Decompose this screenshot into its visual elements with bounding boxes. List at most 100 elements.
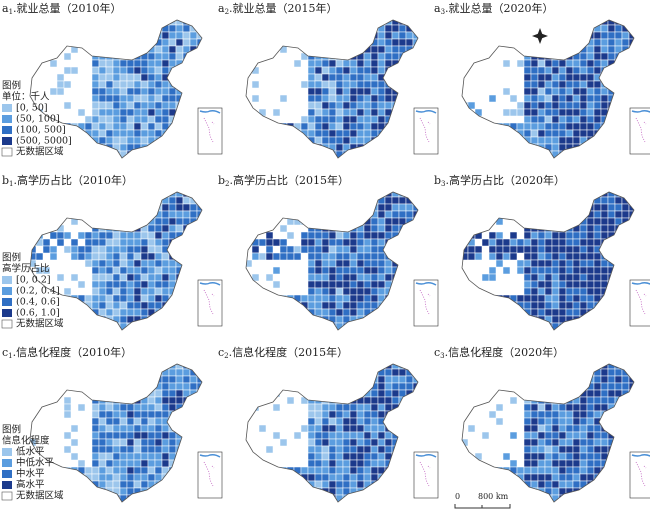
- region: [321, 252, 330, 261]
- region: [140, 259, 149, 268]
- region: [384, 45, 393, 54]
- inset-islands: [419, 117, 431, 143]
- region: [98, 466, 107, 475]
- region: [342, 445, 351, 454]
- region: [307, 438, 316, 447]
- region: [377, 459, 386, 468]
- region: [321, 308, 330, 317]
- region: [314, 259, 323, 268]
- region: [335, 94, 344, 103]
- region: [175, 192, 184, 198]
- region: [356, 438, 365, 447]
- region: [572, 192, 581, 198]
- region: [175, 210, 184, 219]
- region: [307, 157, 316, 158]
- region: [530, 94, 539, 103]
- region: [42, 238, 51, 247]
- region: [84, 115, 93, 124]
- region: [420, 330, 427, 337]
- region: [530, 403, 539, 412]
- region: [544, 445, 553, 454]
- region: [544, 115, 553, 124]
- region: [84, 322, 93, 330]
- region: [98, 20, 107, 26]
- region: [321, 445, 330, 454]
- region: [63, 287, 72, 296]
- region: [356, 375, 365, 384]
- region: [342, 375, 351, 384]
- region: [572, 459, 581, 468]
- region: [636, 260, 643, 267]
- region: [377, 59, 386, 68]
- region: [147, 52, 156, 61]
- region: [342, 129, 351, 138]
- region: [391, 129, 400, 138]
- region: [272, 108, 281, 117]
- region: [523, 494, 532, 502]
- region: [384, 80, 393, 89]
- region: [405, 375, 414, 384]
- region: [342, 31, 351, 40]
- region: [565, 38, 574, 47]
- region: [523, 375, 532, 384]
- region: [530, 308, 539, 317]
- region: [537, 238, 546, 247]
- region: [363, 238, 372, 247]
- region: [523, 424, 532, 433]
- region: [133, 192, 142, 198]
- region: [427, 74, 434, 81]
- region: [307, 217, 316, 226]
- region: [363, 59, 372, 68]
- region: [474, 315, 483, 324]
- region: [63, 431, 72, 440]
- region: [398, 410, 407, 419]
- region: [314, 31, 323, 40]
- region: [551, 252, 560, 261]
- region: [98, 322, 107, 330]
- region: [335, 73, 344, 82]
- region: [238, 151, 245, 158]
- region: [204, 383, 211, 390]
- region: [246, 487, 253, 496]
- region: [238, 495, 245, 502]
- region: [643, 218, 650, 225]
- region: [370, 396, 379, 405]
- region: [412, 94, 418, 103]
- region: [363, 280, 372, 289]
- region: [607, 382, 616, 391]
- region: [175, 329, 184, 330]
- region: [600, 424, 609, 433]
- region: [420, 67, 427, 74]
- region: [454, 232, 461, 239]
- region: [384, 494, 393, 502]
- region: [643, 53, 650, 60]
- region: [607, 375, 616, 384]
- region: [614, 24, 623, 33]
- region: [204, 418, 211, 425]
- region: [607, 417, 616, 426]
- region: [558, 31, 567, 40]
- region: [98, 329, 107, 330]
- region: [105, 329, 114, 330]
- region: [462, 20, 469, 26]
- panel-letter: b: [218, 174, 225, 187]
- region: [175, 252, 184, 261]
- region: [405, 396, 414, 405]
- region: [251, 315, 260, 324]
- region: [119, 445, 128, 454]
- region: [607, 203, 616, 212]
- region: [427, 39, 434, 46]
- region: [636, 225, 643, 232]
- region: [238, 309, 245, 316]
- region: [49, 59, 58, 68]
- region: [105, 150, 114, 158]
- region: [391, 364, 400, 370]
- region: [558, 364, 567, 370]
- region: [342, 66, 351, 75]
- region: [565, 308, 574, 317]
- region: [98, 459, 107, 468]
- region: [182, 329, 191, 330]
- region: [551, 217, 560, 226]
- region: [509, 24, 518, 33]
- region: [211, 74, 218, 81]
